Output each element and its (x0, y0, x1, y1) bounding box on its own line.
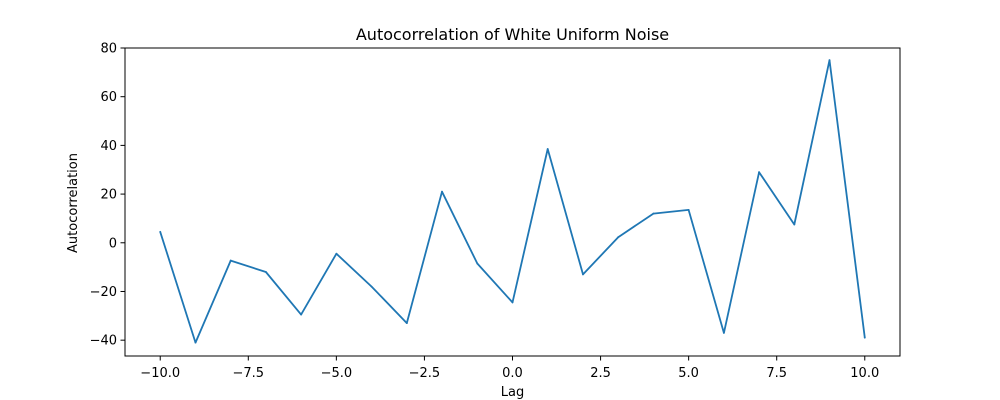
data-point (335, 252, 338, 255)
y-tick-label: 0 (109, 236, 117, 251)
y-axis: −40 −20 0 20 40 60 80 (90, 42, 125, 349)
data-point (265, 271, 267, 273)
data-point (476, 262, 479, 265)
data-point (617, 236, 620, 239)
autocorrelation-line (159, 59, 866, 344)
y-tick-label: 60 (100, 90, 117, 105)
y-tick-label: −20 (90, 285, 117, 300)
data-point (722, 331, 725, 334)
plot-frame (124, 47, 901, 357)
y-tick-label: 20 (100, 188, 117, 203)
data-point (863, 336, 866, 339)
x-tick-label: 0.0 (502, 366, 523, 381)
data-point (300, 313, 303, 316)
data-point (546, 148, 549, 150)
x-tick-label: 5.0 (678, 366, 699, 381)
x-axis-title: Lag (501, 385, 524, 400)
data-point (194, 341, 197, 344)
data-point (441, 190, 443, 193)
x-axis: −10.0 −7.5 −5.0 −2.5 0.0 2.5 5.0 7.5 10.0 (140, 356, 879, 381)
data-point (405, 322, 408, 325)
x-tick-label: 10.0 (850, 366, 879, 381)
x-tick-label: −2.5 (409, 366, 441, 381)
data-point (511, 301, 514, 304)
x-tick-label: −10.0 (140, 366, 180, 381)
x-tick-label: −7.5 (233, 366, 265, 381)
data-point (793, 223, 796, 226)
data-point (229, 259, 232, 262)
y-tick-label: −40 (90, 334, 117, 349)
y-tick-label: 40 (100, 139, 117, 154)
y-tick-label: 80 (100, 42, 117, 57)
x-tick-label: −5.0 (321, 366, 353, 381)
x-tick-label: 2.5 (590, 366, 611, 381)
data-point (582, 273, 584, 276)
data-point (370, 285, 373, 288)
data-point (687, 209, 690, 211)
data-point (828, 59, 831, 62)
data-point (652, 212, 655, 215)
x-tick-label: 7.5 (766, 366, 787, 381)
y-axis-title: Autocorrelation (66, 153, 81, 253)
data-point (758, 171, 760, 174)
data-point (159, 230, 162, 233)
chart-title: Autocorrelation of White Uniform Noise (356, 25, 669, 44)
